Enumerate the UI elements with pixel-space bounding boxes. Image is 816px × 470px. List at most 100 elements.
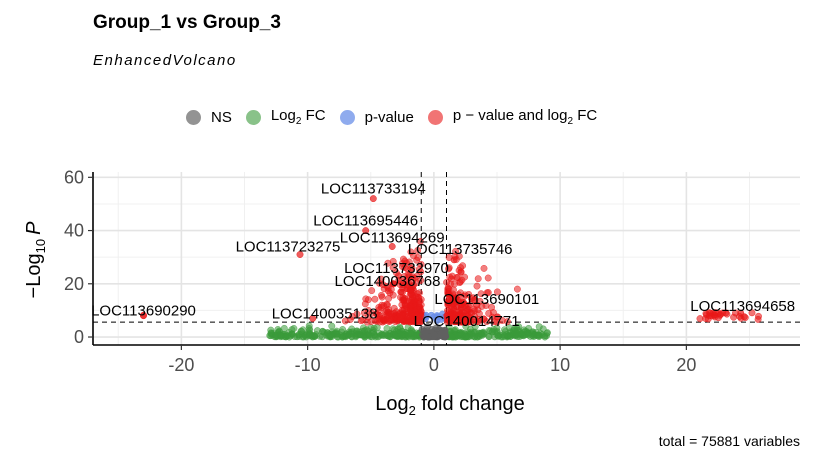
point-p-fc — [372, 317, 380, 325]
point-p-fc — [409, 298, 417, 306]
point-ns — [424, 327, 431, 335]
point-p-fc — [396, 309, 403, 317]
gene-labels-layer: LOC113733194LOC113695446LOC113694269LOC1… — [91, 181, 795, 330]
point-p-fc — [414, 254, 422, 261]
point-p-fc — [480, 264, 488, 272]
point-p-fc — [405, 271, 413, 279]
point-p-fc — [706, 309, 713, 317]
point-p-fc — [464, 302, 472, 310]
point-fc — [267, 326, 275, 334]
point-fc — [389, 325, 397, 333]
point-p-fc — [450, 305, 458, 313]
point-p-fc — [417, 301, 425, 309]
point-fc — [311, 332, 318, 340]
point-fc — [278, 332, 286, 340]
point-p-fc — [460, 309, 468, 317]
gene-label: LOC113732970 — [344, 260, 449, 277]
point-labeled — [309, 314, 317, 322]
point-p-fc — [368, 309, 376, 317]
point-fc — [288, 326, 296, 334]
point-p-fc — [513, 285, 521, 293]
legend-item-p: p-value — [339, 108, 414, 126]
x-tick-label: 10 — [550, 355, 570, 375]
y-tick-label: 20 — [64, 274, 84, 294]
point-fc — [489, 327, 497, 335]
points-layer — [140, 195, 762, 341]
gene-label: LOC140035138 — [272, 305, 378, 322]
point-p-fc — [353, 310, 361, 318]
gene-label: LOC113690101 — [434, 291, 539, 308]
point-p-fc — [469, 294, 477, 302]
point-p-fc — [445, 264, 453, 272]
y-tick-label: 0 — [74, 327, 84, 347]
gene-label: LOC113695446 — [313, 213, 418, 230]
point-p-fc — [368, 287, 376, 295]
point-p-fc — [399, 288, 406, 296]
point-p-fc — [417, 260, 425, 268]
legend-swatch-fc — [245, 109, 261, 125]
point-p-fc — [387, 310, 395, 318]
point-labeled — [737, 309, 745, 317]
point-fc — [398, 332, 406, 339]
point-p-fc — [483, 318, 491, 326]
point-fc — [328, 322, 336, 330]
point-p-fc — [407, 248, 415, 256]
point-p-fc — [414, 294, 422, 301]
point-fc — [303, 331, 311, 338]
point-p-fc — [493, 288, 501, 296]
legend-item-ns: NS — [186, 109, 232, 126]
point-p-fc — [457, 301, 465, 309]
x-axis-title: Log2 fold change — [375, 393, 525, 418]
point-fc — [274, 326, 282, 333]
point-p-fc — [723, 310, 731, 318]
point-p-fc — [360, 309, 368, 317]
point-fc — [280, 324, 288, 332]
point-fc — [462, 333, 469, 341]
legend-label-p: p-value — [364, 108, 414, 126]
point-labeled — [296, 251, 304, 258]
point-fc — [271, 331, 279, 339]
point-fc — [530, 333, 538, 340]
point-fc — [295, 330, 303, 338]
y-axis-title: −Log10P — [23, 221, 48, 299]
point-p-fc — [375, 303, 383, 311]
point-labeled — [388, 243, 396, 250]
point-p-fc — [451, 280, 458, 288]
point-p-fc — [385, 295, 393, 302]
x-tick-label: -10 — [295, 355, 321, 375]
point-fc — [386, 333, 394, 341]
point-p-fc — [446, 291, 454, 299]
point-fc — [370, 324, 378, 332]
point-p-fc — [412, 311, 420, 319]
legend: NS Log2 FC p-value p − value and log2 FC — [186, 106, 611, 128]
gene-label: LOC113694658 — [690, 298, 795, 315]
y-tick-label: 60 — [64, 167, 84, 187]
point-fc — [501, 326, 508, 334]
point-fc — [517, 330, 525, 338]
point-p-fc — [416, 237, 424, 245]
point-p-fc — [444, 299, 452, 307]
gene-label: LOC140036768 — [335, 273, 441, 290]
point-p-fc — [412, 318, 420, 326]
point-p-fc — [474, 275, 482, 283]
point-labeled — [369, 195, 377, 203]
point-p-fc — [493, 313, 501, 321]
y-tick-label: 40 — [64, 221, 84, 241]
point-p-fc — [755, 312, 762, 320]
legend-item-fc: Log2 FC — [245, 107, 326, 127]
point-p-fc — [384, 259, 392, 267]
legend-label-ns: NS — [211, 108, 232, 126]
point-p-fc — [465, 318, 473, 325]
point-p-fc — [400, 314, 408, 322]
point-labeled — [362, 227, 370, 235]
point-fc — [454, 332, 462, 340]
point-fc — [346, 330, 354, 338]
point-p-fc — [406, 314, 414, 322]
point-fc — [448, 333, 456, 341]
point-labeled — [453, 317, 461, 325]
legend-swatch-p-fc — [427, 109, 443, 125]
point-p-fc — [405, 309, 413, 317]
point-labeled — [450, 256, 458, 264]
point-p-fc — [704, 315, 712, 323]
